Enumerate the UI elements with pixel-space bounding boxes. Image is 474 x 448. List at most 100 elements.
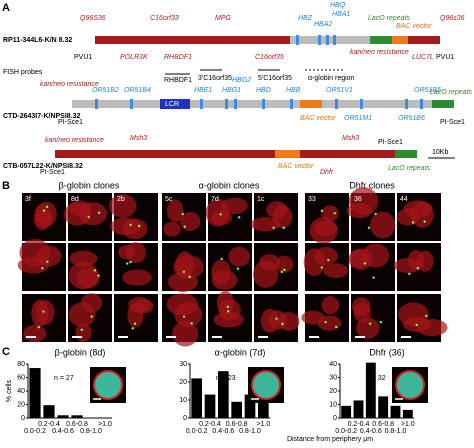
y-tick-label: 0: [183, 415, 187, 422]
y-tick-label: 0: [21, 415, 25, 422]
nucleus: [353, 302, 371, 323]
panel-label: B: [2, 180, 10, 192]
bac-vector: [300, 100, 322, 108]
signal: [181, 212, 184, 216]
bac-insert: [55, 150, 395, 158]
lcr: [160, 99, 190, 109]
nucleus: [213, 311, 244, 328]
nucleus: [127, 302, 144, 328]
bar: [341, 405, 352, 418]
gene: [318, 35, 321, 45]
construct-label: OR51B5: [414, 87, 441, 94]
nucleus: [68, 302, 96, 327]
signal: [374, 212, 377, 216]
signal: [45, 205, 49, 209]
signal: [129, 260, 132, 264]
signal: [283, 268, 286, 272]
probe-label: α-globin region: [308, 75, 355, 82]
construct-label: Dhfr: [320, 169, 334, 176]
nucleus: [259, 254, 281, 271]
nucleus: [122, 269, 152, 286]
signal: [182, 270, 186, 274]
construct-label: kan/neo resistance: [350, 49, 409, 56]
signal: [415, 323, 418, 327]
signal: [97, 211, 101, 214]
construct-label: RHBDF1: [164, 54, 192, 61]
genes: [95, 99, 423, 109]
clone-label: 1c: [257, 196, 265, 203]
signal: [131, 327, 134, 330]
signal: [367, 226, 371, 229]
nucleus: [323, 263, 349, 279]
nucleus: [216, 290, 234, 316]
y-tick-label: 10: [329, 401, 337, 408]
construct-label: HBE1: [194, 87, 212, 94]
probe-label: 3'C16orf35: [198, 75, 232, 82]
nucleus: [398, 302, 429, 327]
nucleus: [163, 221, 181, 237]
annotation: n = 32: [366, 375, 386, 382]
nucleus: [321, 296, 340, 315]
bar: [244, 394, 256, 418]
x-tick-label: 0.6-0.8: [372, 421, 394, 428]
nucleus: [416, 318, 448, 337]
y-tick-label: 0: [333, 415, 337, 422]
construct-label: MPG: [215, 15, 232, 22]
construct-label: BAC vector: [300, 115, 336, 122]
signal: [411, 221, 415, 224]
bar: [365, 362, 376, 418]
y-tick-label: 80: [17, 361, 25, 368]
signal: [275, 317, 278, 320]
construct-name: RP11-344L6-K/N 8.32: [3, 37, 72, 44]
x-tick-label: 0.6-0.8: [226, 421, 248, 428]
laco: [370, 36, 392, 44]
signal: [280, 270, 284, 274]
construct-label: Msh3: [342, 135, 359, 142]
signal: [42, 209, 46, 212]
signal: [226, 310, 230, 313]
bar: [29, 368, 41, 418]
chart-title: α-globin (7d): [215, 347, 266, 357]
construct-label: LUC7L: [412, 54, 434, 61]
construct-label: kan/neo resistance: [40, 81, 99, 88]
construct-label: kan/neo resistance: [45, 137, 104, 144]
bar: [353, 400, 364, 418]
construct-label: Msh3: [130, 135, 147, 142]
fish-label: FISH probes: [3, 69, 43, 76]
gene: [296, 35, 299, 45]
signal: [190, 322, 193, 325]
construct-name: CTD-2643I7-K/NPSI8.32: [3, 113, 81, 120]
nucleus: [166, 199, 184, 222]
nucleus: [396, 208, 420, 226]
nucleus: [68, 261, 99, 290]
nucleus: [23, 324, 47, 343]
probe-label: 5'C16orf35: [258, 75, 292, 82]
construct-label: HBD: [256, 87, 271, 94]
annotation: n = 27: [54, 375, 74, 382]
construct-label: PVU1: [436, 54, 454, 61]
nucleus: [346, 203, 373, 219]
nucleus: [125, 242, 147, 264]
x-tick-label: 0.0-0.2: [335, 428, 357, 435]
construct-label: OR51B4: [124, 87, 151, 94]
nucleus: [314, 246, 338, 266]
bac-insert: [95, 36, 345, 44]
construct-label: HBA1: [332, 11, 350, 18]
chart-title: Dhfr (36): [369, 347, 405, 357]
bar: [71, 415, 83, 418]
y-tick-label: 20: [329, 388, 337, 395]
construct-label: C16orf33: [150, 15, 179, 22]
y-tick-label: 30: [179, 361, 187, 368]
inset-nucleus: [251, 370, 281, 400]
construct-label: HBG2: [232, 77, 251, 84]
clone-label: 8d: [71, 196, 79, 203]
signal: [90, 315, 93, 318]
y-tick-label: 10: [179, 397, 187, 404]
construct-label: BAC vector: [278, 163, 314, 170]
nucleus: [268, 310, 287, 330]
x-tick-label: 0.0-0.2: [186, 428, 208, 435]
signal: [281, 322, 284, 326]
bac-insert: [72, 100, 442, 108]
y-label: % cells: [6, 379, 13, 402]
nucleus: [417, 250, 434, 272]
